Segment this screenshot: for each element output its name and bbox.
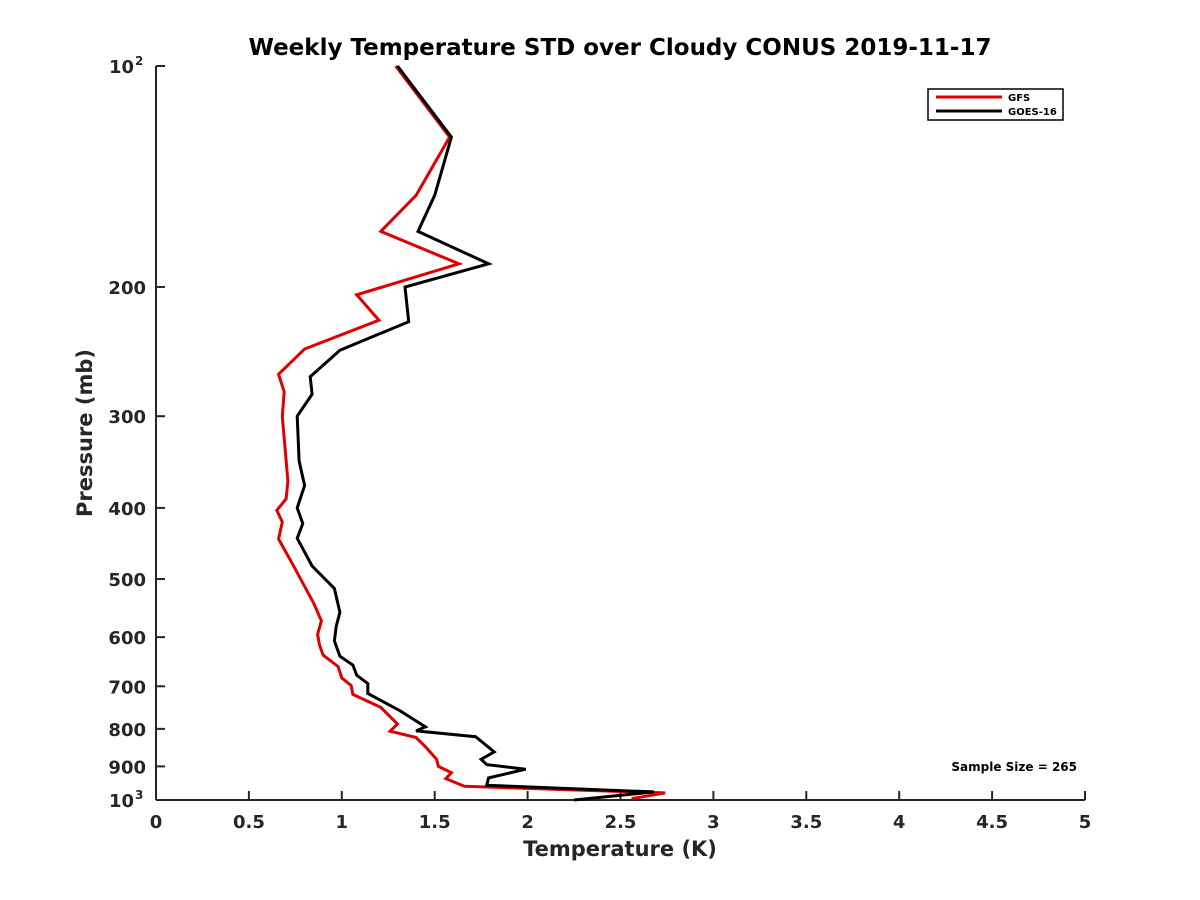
y-tick-label: 400 (108, 499, 146, 520)
y-axis-label: Pressure (mb) (73, 349, 97, 517)
x-tick-label: 3 (707, 812, 720, 833)
y-tick-label: 700 (108, 677, 146, 698)
chart-title: Weekly Temperature STD over Cloudy CONUS… (249, 35, 992, 61)
x-axis-label: Temperature (K) (523, 837, 717, 861)
series-gfs (275, 65, 666, 801)
x-tick-label: 2.5 (605, 812, 637, 833)
y-tick-label: 10 (109, 57, 134, 78)
sample-size-annotation: Sample Size = 265 (951, 760, 1077, 774)
legend-label-gfs: GFS (1008, 93, 1030, 104)
x-tick-label: 5 (1079, 812, 1092, 833)
legend: GFS GOES-16 (927, 88, 1064, 121)
y-tick-exponent: 3 (135, 788, 143, 802)
x-tick-label: 3.5 (790, 812, 822, 833)
x-tick-label: 1 (336, 812, 349, 833)
series-line (275, 65, 666, 801)
y-tick-label: 200 (108, 278, 146, 299)
x-tick-label: 4.5 (976, 812, 1008, 833)
x-tick-label: 0 (150, 812, 163, 833)
y-tick-label: 800 (108, 720, 146, 741)
x-tick-label: 2 (521, 812, 534, 833)
legend-box (927, 88, 1064, 121)
y-tick-label: 900 (108, 757, 146, 778)
series-goes16 (295, 65, 655, 802)
x-axis-ticks: 0 0.5 1 1.5 2 2.5 3 3.5 4 4.5 5 (150, 791, 1092, 833)
series-line (295, 65, 655, 802)
legend-label-goes16: GOES-16 (1008, 107, 1057, 118)
axes (155, 66, 1085, 801)
y-tick-exponent: 2 (135, 54, 143, 68)
y-tick-label: 300 (108, 407, 146, 428)
x-tick-label: 1.5 (419, 812, 451, 833)
series-layer (275, 65, 666, 802)
x-tick-label: 4 (893, 812, 906, 833)
y-tick-label: 10 (109, 791, 134, 812)
y-tick-label: 500 (108, 570, 146, 591)
x-tick-label: 0.5 (233, 812, 265, 833)
y-tick-label: 600 (108, 628, 146, 649)
